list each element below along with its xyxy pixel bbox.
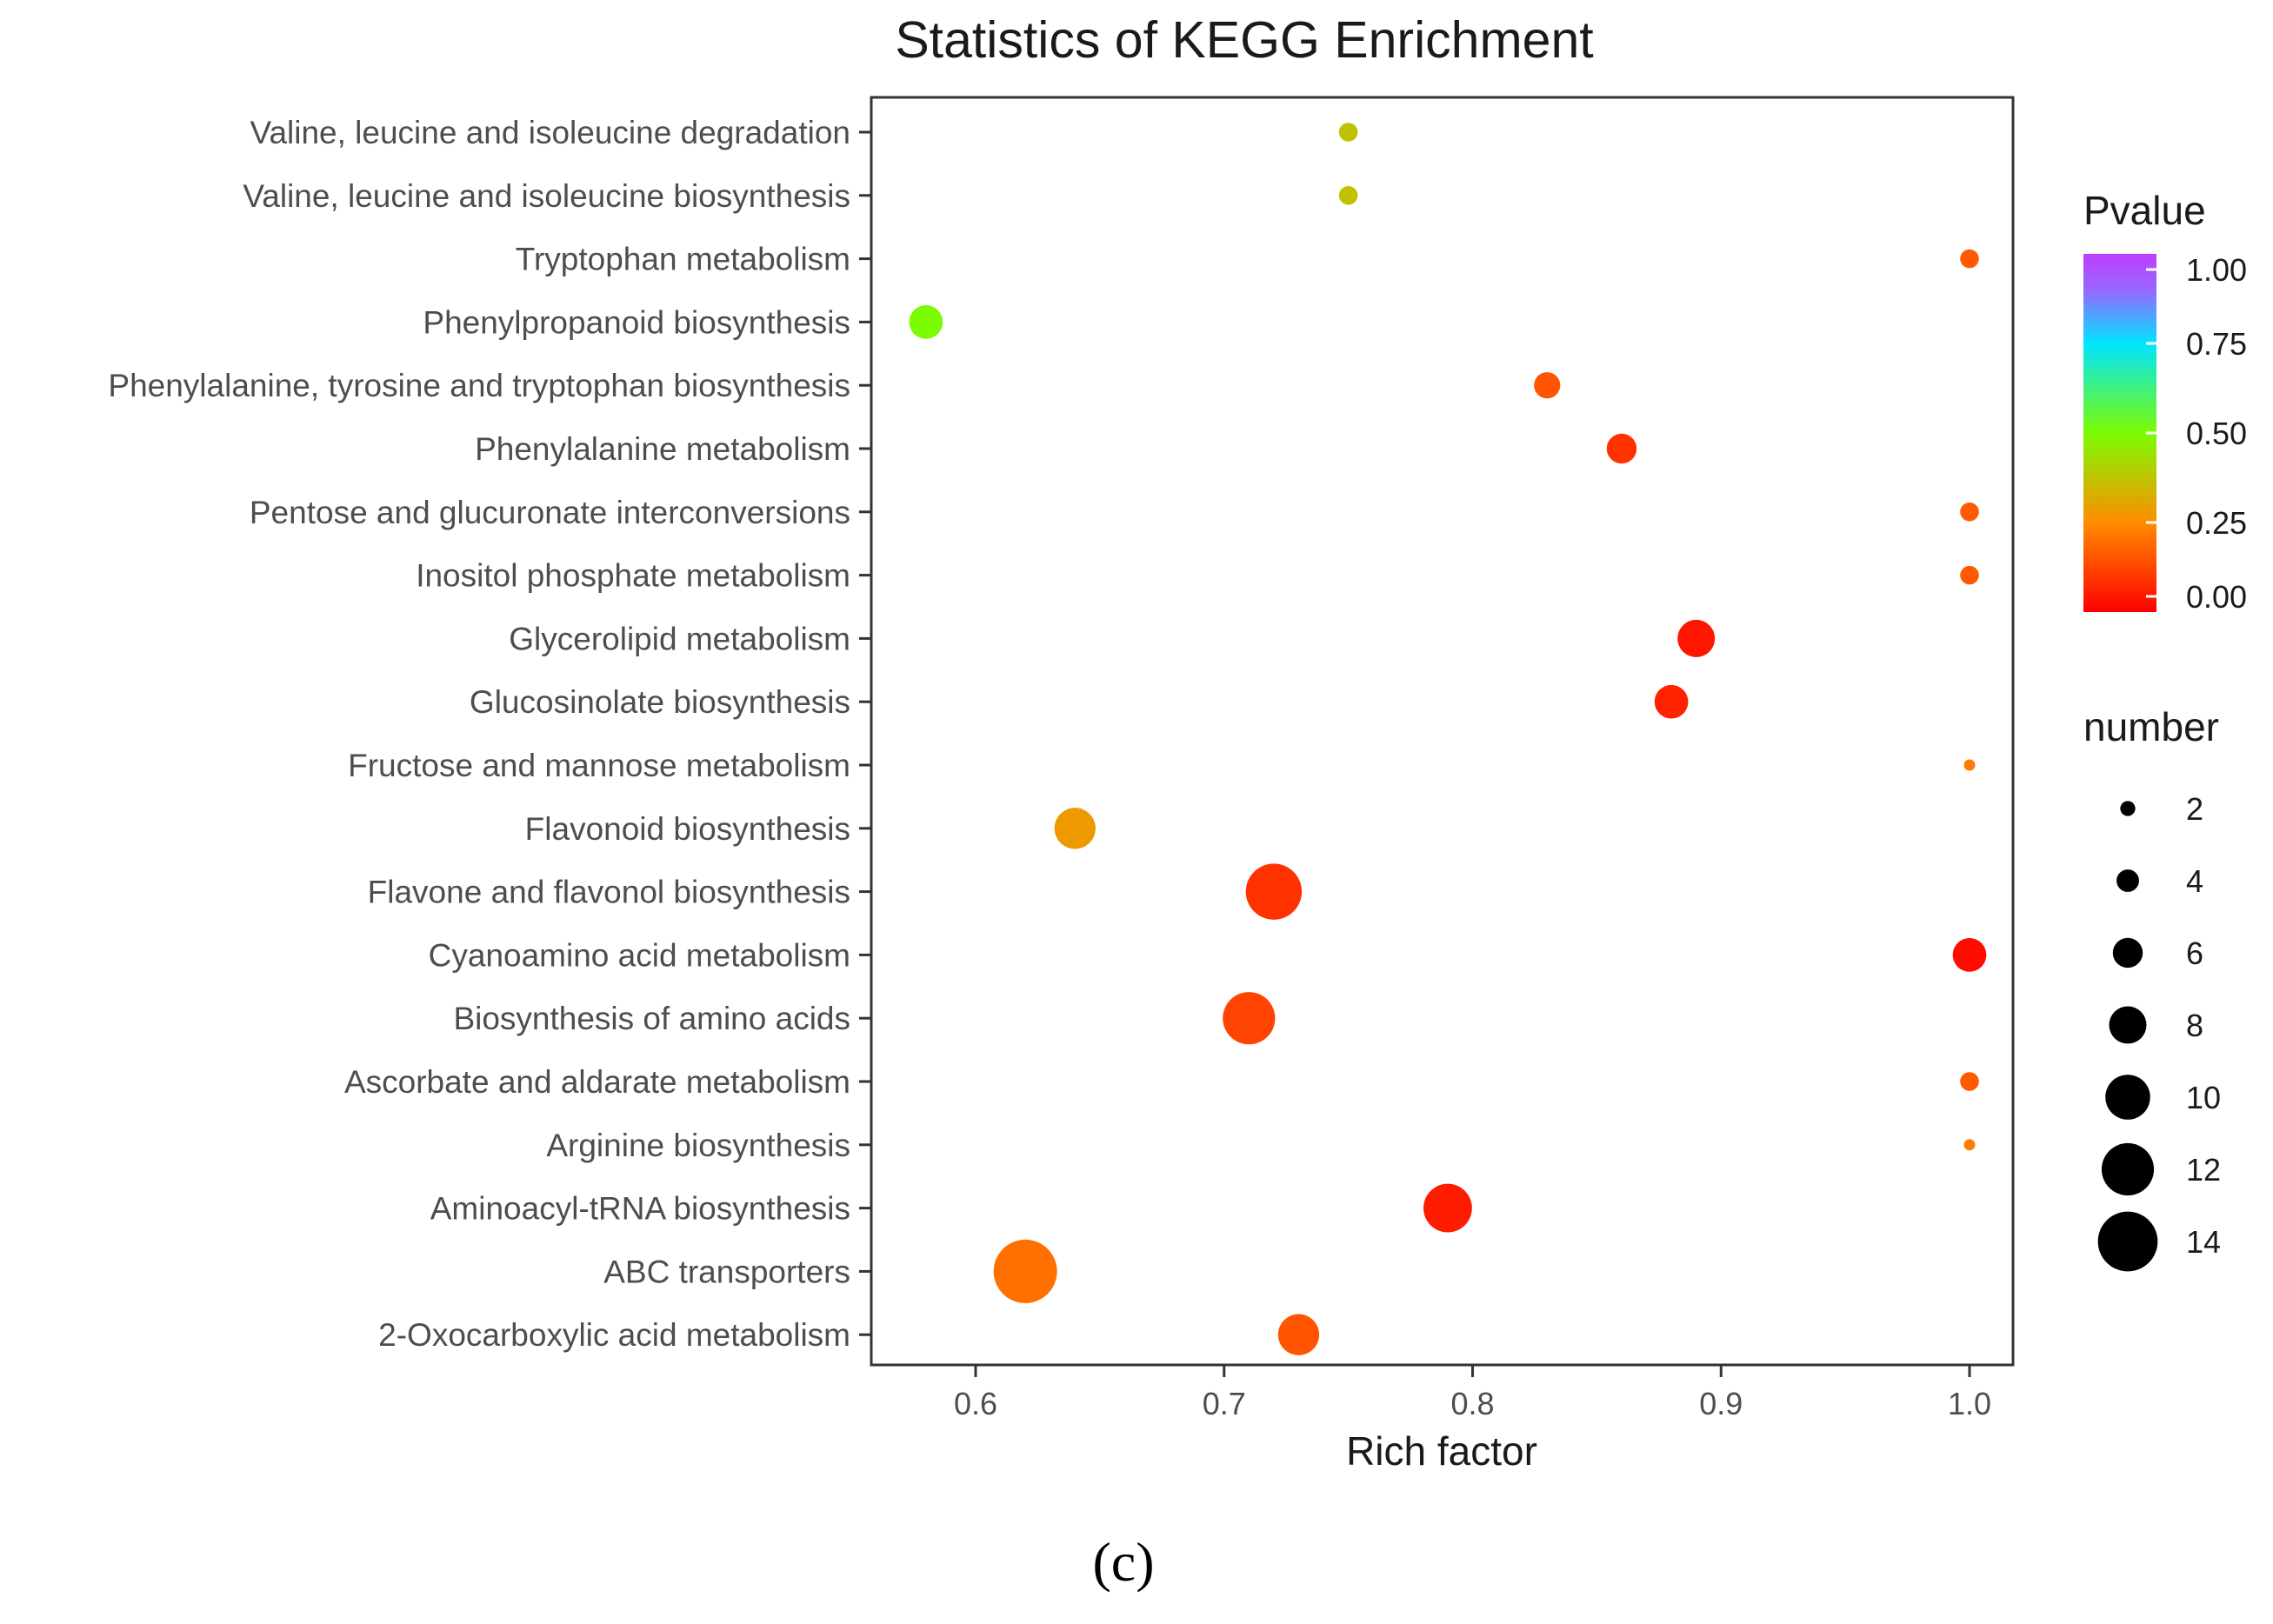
x-axis: 0.6 0.7 0.8 0.9 1.0 [954,1365,1991,1421]
data-point [1054,808,1096,849]
category-label: Fructose and mannose metabolism [348,748,850,783]
number-legend-key [2120,801,2136,816]
pvalue-legend-label: 0.00 [2186,579,2247,615]
category-label: Glycerolipid metabolism [509,621,850,656]
number-legend-label: 2 [2186,791,2203,827]
number-legend-key [2112,937,2143,968]
number-legend-label: 4 [2186,863,2203,899]
data-point [1960,503,1979,522]
category-label: Valine, leucine and isoleucine biosynthe… [243,178,850,214]
x-tick-label: 0.7 [1203,1386,1246,1421]
category-label: Arginine biosynthesis [546,1128,850,1163]
category-label: Aminoacyl-tRNA biosynthesis [430,1191,850,1227]
category-label: ABC transporters [603,1254,850,1289]
data-point [993,1239,1057,1303]
x-tick-label: 0.9 [1699,1386,1743,1421]
pvalue-legend: Pvalue 1.00 0.75 0.50 0.25 0.00 [2083,188,2247,615]
pvalue-legend-title: Pvalue [2083,188,2206,233]
data-point [1960,249,1979,269]
category-label: Phenylpropanoid biosynthesis [423,304,850,340]
data-point [1277,1314,1320,1355]
data-point [1654,684,1689,719]
category-label: Tryptophan metabolism [516,242,850,277]
data-point [1963,1139,1976,1151]
x-tick-label: 1.0 [1948,1386,1991,1421]
category-label: Glucosinolate biosynthesis [470,684,850,720]
category-label: Pentose and glucuronate interconversions [250,495,850,530]
category-label: Phenylalanine metabolism [475,431,850,467]
number-legend-label: 6 [2186,935,2203,971]
data-point [1423,1183,1472,1233]
category-label: Ascorbate and aldarate metabolism [344,1064,850,1100]
category-label: Inositol phosphate metabolism [416,558,850,594]
number-legend: number 2 4 6 8 10 12 14 [2083,704,2221,1272]
data-point [909,305,943,339]
number-legend-label: 10 [2186,1080,2221,1115]
data-point [1952,938,1987,972]
number-legend-key [2101,1142,2155,1196]
number-legend-key [2105,1075,2150,1120]
pvalue-legend-label: 0.75 [2186,326,2247,362]
panel-label: (c) [1092,1531,1154,1593]
category-label: Valine, leucine and isoleucine degradati… [250,115,850,150]
number-legend-key [2109,1006,2147,1044]
y-axis: Valine, leucine and isoleucine degradati… [108,115,871,1353]
pvalue-legend-label: 0.25 [2186,505,2247,541]
data-point [1606,433,1637,464]
number-legend-key [2097,1211,2158,1272]
x-tick-label: 0.8 [1450,1386,1494,1421]
category-label: Flavonoid biosynthesis [525,811,850,847]
data-point [1534,372,1561,399]
x-axis-title: Rich factor [1346,1428,1537,1474]
number-legend-label: 14 [2186,1224,2221,1260]
data-point [1223,992,1276,1045]
category-label: Flavone and flavonol biosynthesis [368,875,850,910]
pvalue-color-bar [2083,254,2156,612]
number-legend-label: 8 [2186,1008,2203,1043]
category-label: Biosynthesis of amino acids [453,1001,850,1036]
data-points [909,123,1987,1355]
number-legend-key [2116,869,2139,892]
chart-title: Statistics of KEGG Enrichment [895,11,1593,69]
data-point [1960,565,1979,585]
x-tick-label: 0.6 [954,1386,997,1421]
number-legend-title: number [2083,704,2219,749]
pvalue-legend-label: 1.00 [2186,252,2247,288]
data-point [1245,863,1303,920]
data-point [1963,759,1976,771]
data-point [1677,619,1716,657]
category-label: Phenylalanine, tyrosine and tryptophan b… [108,368,850,403]
plot-panel [870,96,2015,1367]
category-label: Cyanoamino acid metabolism [429,937,850,973]
data-point [1960,1072,1979,1091]
pvalue-legend-label: 0.50 [2186,416,2247,451]
category-label: 2-Oxocarboxylic acid metabolism [378,1317,850,1353]
data-point [1338,186,1358,205]
number-legend-label: 12 [2186,1152,2221,1188]
data-point [1338,123,1358,142]
